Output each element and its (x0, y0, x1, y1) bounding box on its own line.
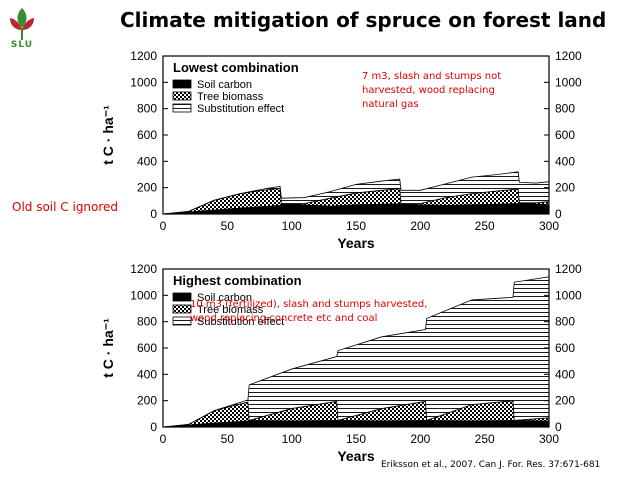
y-tick-label: 0 (150, 207, 157, 221)
chart-annotation-line: harvested, wood replacing (362, 85, 495, 96)
x-tick-label: 200 (410, 219, 430, 233)
y-tick-label-right: 200 (555, 394, 575, 408)
y-axis-title: t C · ha⁻¹ (100, 318, 116, 378)
y-tick-label: 200 (137, 181, 157, 195)
y-tick-label-right: 0 (555, 420, 562, 434)
y-tick-label-right: 400 (555, 154, 575, 168)
x-axis-title: Years (337, 235, 375, 251)
y-tick-label: 800 (137, 102, 157, 116)
chart-annotation-line: natural gas (362, 99, 419, 110)
legend-swatch (172, 304, 192, 314)
y-tick-label: 1200 (130, 262, 157, 276)
y-tick-label-right: 600 (555, 341, 575, 355)
x-tick-label: 50 (221, 219, 235, 233)
y-tick-label-right: 600 (555, 128, 575, 142)
y-tick-label: 600 (137, 128, 157, 142)
y-tick-label: 400 (137, 154, 157, 168)
x-tick-label: 100 (282, 219, 302, 233)
chart-annotation-line: 7 m3, slash and stumps not (362, 71, 501, 82)
legend-label: Tree biomass (197, 91, 264, 103)
x-tick-label: 150 (346, 432, 366, 446)
x-axis-title: Years (337, 448, 375, 464)
y-tick-label-right: 1200 (555, 262, 582, 276)
legend-title: Highest combination (173, 273, 302, 288)
logo-text: SLU (10, 40, 34, 50)
x-tick-label: 250 (475, 219, 495, 233)
slu-leaf-logo-icon (10, 8, 34, 40)
legend-swatch (172, 103, 192, 113)
legend-label: Tree biomass (197, 304, 264, 316)
legend-swatch (172, 316, 192, 326)
chart-annotation-line: 10 m3 (fertilized), slash and stumps har… (190, 299, 427, 310)
y-tick-label-right: 200 (555, 181, 575, 195)
x-tick-label: 150 (346, 219, 366, 233)
y-tick-label: 0 (150, 420, 157, 434)
y-tick-label: 1000 (130, 288, 157, 302)
legend-swatch (172, 292, 192, 302)
y-tick-label: 1200 (130, 49, 157, 63)
y-tick-label-right: 800 (555, 102, 575, 116)
y-tick-label-right: 0 (555, 207, 562, 221)
x-tick-label: 0 (160, 432, 167, 446)
y-tick-label: 200 (137, 394, 157, 408)
y-tick-label-right: 1000 (555, 75, 582, 89)
y-tick-label-right: 1000 (555, 288, 582, 302)
y-tick-label: 400 (137, 367, 157, 381)
legend-swatch (172, 91, 192, 101)
chart-annotation-line: wood replacing concrete etc and coal (190, 313, 377, 324)
slide-title: Climate mitigation of spruce on forest l… (120, 8, 607, 32)
y-tick-label-right: 400 (555, 367, 575, 381)
legend-label: Substitution effect (197, 316, 284, 328)
y-tick-label: 600 (137, 341, 157, 355)
legend-label: Substitution effect (197, 103, 284, 115)
y-axis-title: t C · ha⁻¹ (100, 105, 116, 165)
side-note: Old soil C ignored (12, 200, 119, 214)
y-tick-label: 800 (137, 315, 157, 329)
x-tick-label: 300 (539, 432, 559, 446)
x-tick-label: 300 (539, 219, 559, 233)
legend-title: Lowest combination (173, 60, 299, 75)
y-tick-label: 1000 (130, 75, 157, 89)
y-tick-label-right: 1200 (555, 49, 582, 63)
legend-label: Soil carbon (197, 79, 252, 91)
x-tick-label: 50 (221, 432, 235, 446)
x-tick-label: 250 (475, 432, 495, 446)
x-tick-label: 0 (160, 219, 167, 233)
citation: Eriksson et al., 2007. Can J. For. Res. … (381, 460, 601, 470)
legend-swatch (172, 79, 192, 89)
x-tick-label: 200 (410, 432, 430, 446)
y-tick-label-right: 800 (555, 315, 575, 329)
x-tick-label: 100 (282, 432, 302, 446)
legend-label: Soil carbon (197, 292, 252, 304)
